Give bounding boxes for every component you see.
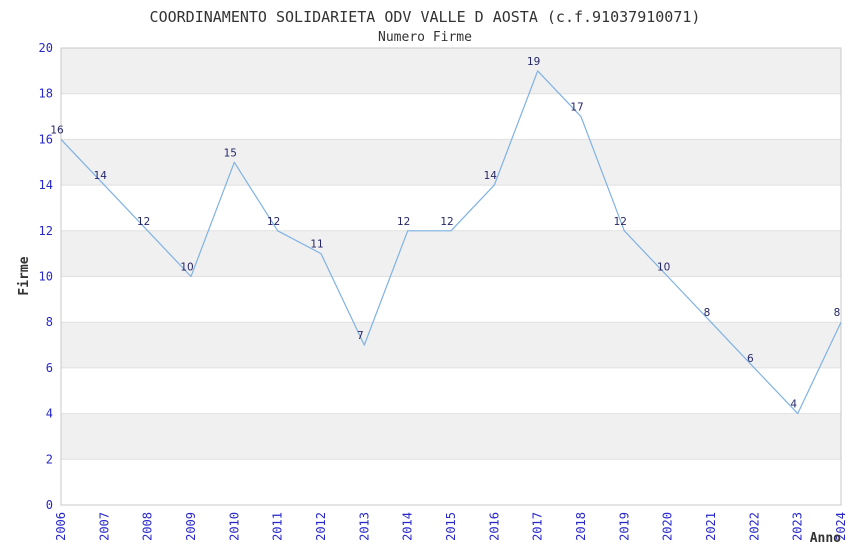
y-tick-label: 4 xyxy=(46,407,53,421)
series-layer xyxy=(60,70,842,415)
y-tick-label: 8 xyxy=(46,315,53,329)
data-point-label: 15 xyxy=(224,147,237,159)
x-tick-label: 2007 xyxy=(97,512,111,541)
x-tick-label: 2022 xyxy=(747,512,761,541)
x-tick-label: 2009 xyxy=(184,512,198,541)
x-tick-label: 2008 xyxy=(141,512,155,541)
data-point-label: 12 xyxy=(137,216,150,228)
x-tick-label: 2012 xyxy=(314,512,328,541)
x-tick-label: 2010 xyxy=(227,512,241,541)
data-point-label: 8 xyxy=(704,307,711,319)
data-point-label: 10 xyxy=(657,262,670,274)
x-tick-label: 2015 xyxy=(444,512,458,541)
data-point-label: 17 xyxy=(570,102,583,114)
data-point-label: 14 xyxy=(484,170,498,182)
data-point-label: 12 xyxy=(440,216,453,228)
data-point-label: 19 xyxy=(527,56,540,68)
x-tick-label: 2021 xyxy=(704,512,718,541)
data-point-label: 10 xyxy=(180,262,193,274)
y-tick-label: 14 xyxy=(39,178,53,192)
x-tick-label: 2006 xyxy=(54,512,68,541)
data-point-label: 16 xyxy=(50,124,64,136)
y-tick-label: 16 xyxy=(39,132,53,146)
plot-band xyxy=(61,48,841,94)
y-tick-label: 6 xyxy=(46,361,53,375)
x-tick-label: 2016 xyxy=(487,512,501,541)
plot-band xyxy=(61,413,841,460)
series-line xyxy=(60,70,842,415)
data-point-label: 7 xyxy=(357,330,364,342)
x-tick-label: 2014 xyxy=(401,512,415,541)
data-point-label: 12 xyxy=(267,216,280,228)
data-point-label: 8 xyxy=(834,307,841,319)
data-point-label: 12 xyxy=(614,216,627,228)
data-point-label: 12 xyxy=(397,216,410,228)
x-tick-label: 2013 xyxy=(357,512,371,541)
x-tick-label: 2018 xyxy=(574,512,588,541)
y-tick-label: 18 xyxy=(39,87,53,101)
chart-title: COORDINAMENTO SOLIDARIETA ODV VALLE D AO… xyxy=(150,8,701,26)
data-point-label: 14 xyxy=(94,170,108,182)
x-tick-label: 2019 xyxy=(617,512,631,541)
y-tick-label: 12 xyxy=(39,224,53,238)
x-tick-label: 2024 xyxy=(834,512,848,541)
x-axis-title: Anno xyxy=(810,531,841,546)
plot-band xyxy=(61,322,841,368)
plot-band xyxy=(61,230,841,277)
x-tick-label: 2011 xyxy=(271,512,285,541)
plot-bands xyxy=(61,48,841,460)
y-tick-label: 0 xyxy=(46,498,53,512)
y-tick-label: 10 xyxy=(39,270,53,284)
plot-border xyxy=(60,47,842,506)
x-tick-label: 2020 xyxy=(661,512,675,541)
plot-band xyxy=(61,139,841,186)
x-tick-label: 2017 xyxy=(531,512,545,541)
y-axis-tick-labels: 0 2 4 6 8 10 12 14 16 18 20 xyxy=(39,41,53,512)
y-tick-label: 2 xyxy=(46,452,53,466)
data-point-label: 6 xyxy=(747,353,754,365)
data-point-label: 11 xyxy=(310,239,323,251)
data-labels-layer: 16 14 12 10 15 12 11 7 12 12 14 19 17 12 10 8 6 4 8 xyxy=(50,56,840,411)
y-tick-label: 20 xyxy=(39,41,53,55)
data-point-label: 4 xyxy=(790,399,797,411)
x-tick-label: 2023 xyxy=(791,512,805,541)
x-axis-tick-labels: 2006 2007 2008 2009 2010 2011 2012 2013 2014 2015… xyxy=(54,512,848,541)
y-axis-title: Firme xyxy=(17,256,32,295)
chart-subtitle: Numero Firme xyxy=(378,30,472,45)
